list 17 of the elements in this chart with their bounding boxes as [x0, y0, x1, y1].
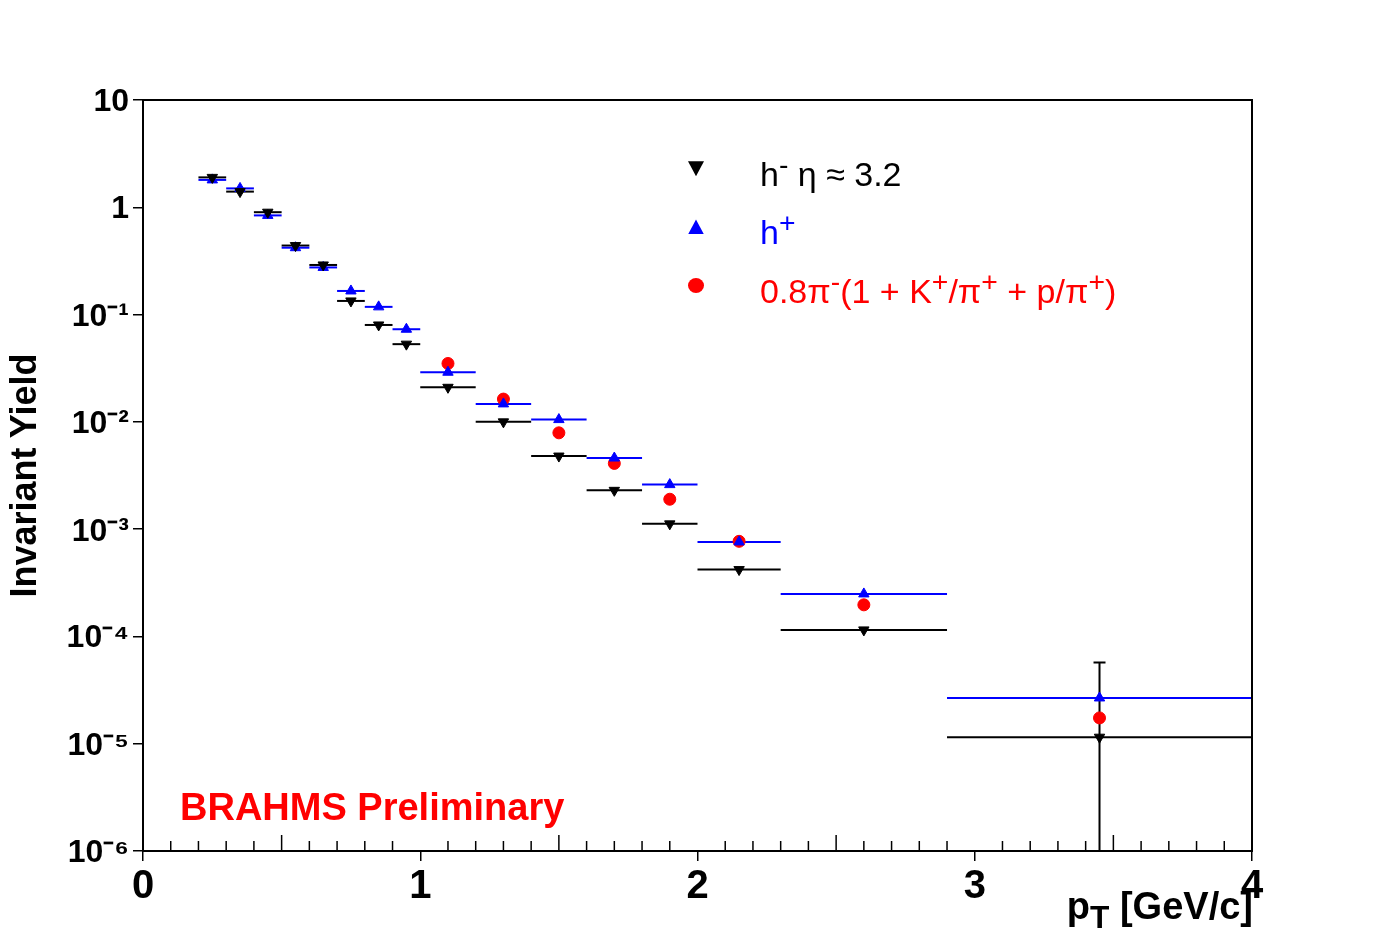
y-tick-label: 10: [93, 82, 129, 118]
x-tick-label: 3: [963, 862, 986, 907]
y-tick-label: 10⁻¹: [71, 297, 129, 334]
y-tick-label: 10⁻⁵: [67, 725, 129, 762]
legend-label: h$^{-}$ η ≈ 3.2: [760, 147, 902, 196]
x-tick-label: 2: [686, 862, 709, 907]
y-tick-label: 10⁻⁴: [66, 618, 129, 655]
y-axis-title: Invariant Yield: [2, 353, 44, 598]
x-tick-label: 0: [131, 862, 155, 907]
annotation: BRAHMS Preliminary: [180, 786, 565, 829]
y-tick-label: 10⁻³: [71, 511, 129, 548]
text: 0.8π$^{-}$(1 + K$^{+}$/π$^{+}$ + p/π$^{+}$): [760, 264, 1117, 310]
x-tick-label: 1: [409, 862, 432, 907]
y-tick-label: 10⁻²: [71, 404, 129, 441]
legend-label: h$^{+}$: [760, 205, 796, 254]
y-tick-label: 10⁻⁶: [67, 833, 129, 869]
y-tick-label: 1: [111, 189, 129, 226]
